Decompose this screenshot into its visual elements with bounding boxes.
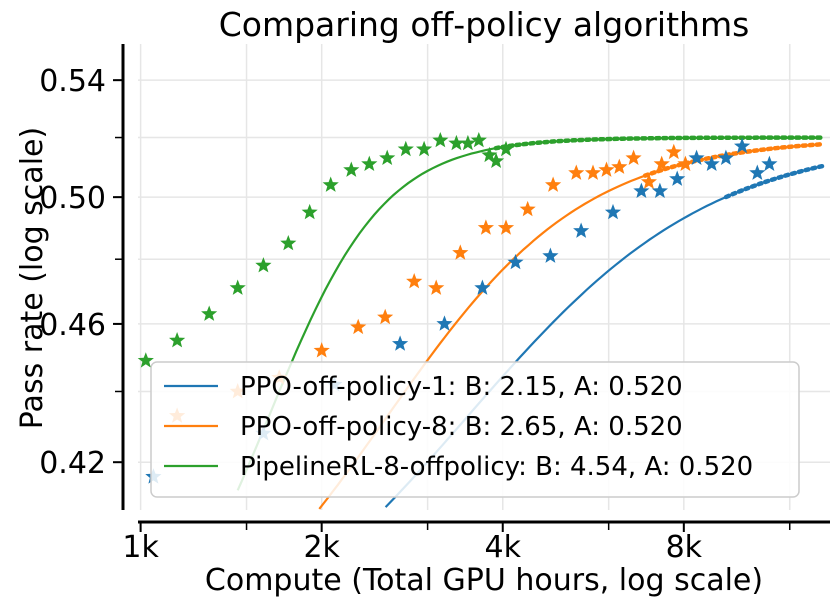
data-point-star <box>669 170 686 186</box>
data-point-star <box>633 182 650 198</box>
data-point-star <box>688 149 705 165</box>
data-point-star <box>749 164 766 180</box>
data-point-star <box>625 149 642 165</box>
legend-entry-label: PipelineRL-8-offpolicy: B: 4.54, A: 0.52… <box>240 452 753 482</box>
y-axis-label: Pass rate (log scale) <box>15 127 50 429</box>
data-point-star <box>474 279 491 295</box>
data-point-star <box>432 132 449 148</box>
fit-curve-extrapolated <box>642 141 825 178</box>
data-point-star <box>379 149 396 165</box>
y-tick-label: 0.54 <box>39 64 106 99</box>
data-point-star <box>137 352 154 368</box>
data-point-star <box>313 342 330 358</box>
data-point-star <box>598 161 615 177</box>
data-point-star <box>350 318 367 335</box>
data-point-star <box>497 219 515 235</box>
data-point-star <box>301 203 318 220</box>
x-tick-label: 2k <box>303 530 340 565</box>
data-point-star <box>201 305 218 321</box>
ticks: 1k 2k 4k 8k 0.42 0.46 0.50 0.54 <box>39 64 791 565</box>
x-axis-label: Compute (Total GPU hours, log scale) <box>205 563 763 598</box>
data-point-star <box>651 182 668 198</box>
legend-entry-label: PPO-off-policy-1: B: 2.15, A: 0.520 <box>240 372 683 402</box>
data-point-star <box>573 222 590 238</box>
data-point-star <box>611 158 628 174</box>
data-point-star <box>488 152 505 168</box>
data-point-star <box>545 176 562 192</box>
y-tick-label: 0.50 <box>39 181 106 216</box>
data-point-star <box>568 164 585 180</box>
data-point-star <box>519 200 536 217</box>
data-point-star <box>665 143 682 160</box>
data-point-star <box>584 164 602 180</box>
y-tick-label: 0.42 <box>39 446 106 481</box>
fit-curve-extrapolated <box>493 135 825 151</box>
data-point-star <box>604 203 622 220</box>
data-point-star <box>717 149 734 165</box>
fit-curve-extrapolated <box>723 163 825 200</box>
data-point-star <box>459 134 476 151</box>
data-point-star <box>653 155 670 171</box>
legend-box <box>150 361 800 498</box>
x-tick-label: 1k <box>122 530 159 565</box>
data-point-star <box>322 176 339 192</box>
data-point-star <box>416 140 433 157</box>
data-point-star <box>392 335 409 351</box>
data-point-star <box>477 219 494 235</box>
data-point-star <box>452 244 469 260</box>
data-point-star <box>448 134 465 151</box>
data-point-star <box>436 315 453 331</box>
data-point-star <box>255 257 272 273</box>
data-point-star <box>406 273 423 289</box>
data-point-star <box>542 247 559 263</box>
data-point-star <box>761 155 778 171</box>
data-point-star <box>677 155 694 171</box>
data-point-star <box>229 279 246 295</box>
data-point-star <box>280 235 297 251</box>
data-point-star <box>343 161 360 177</box>
data-point-star <box>428 279 445 295</box>
axes <box>121 44 830 524</box>
data-point-star <box>703 155 720 171</box>
data-point-star <box>507 253 524 270</box>
chart-title: Comparing off-policy algorithms <box>219 5 750 44</box>
data-point-star <box>169 332 186 348</box>
data-point-star <box>361 155 378 171</box>
legend-entry-label: PPO-off-policy-8: B: 2.65, A: 0.520 <box>240 412 683 442</box>
y-tick-label: 0.46 <box>39 308 106 343</box>
x-tick-label: 4k <box>485 530 522 565</box>
data-point-star <box>734 137 751 154</box>
legend: PPO-off-policy-1: B: 2.15, A: 0.520 PPO-o… <box>150 361 800 498</box>
data-point-star <box>640 173 657 189</box>
x-tick-label: 8k <box>666 530 703 565</box>
data-point-star <box>497 140 515 157</box>
data-point-star <box>470 132 487 148</box>
data-point-star <box>397 140 414 157</box>
data-point-star <box>377 308 394 325</box>
data-point-star <box>481 146 498 163</box>
